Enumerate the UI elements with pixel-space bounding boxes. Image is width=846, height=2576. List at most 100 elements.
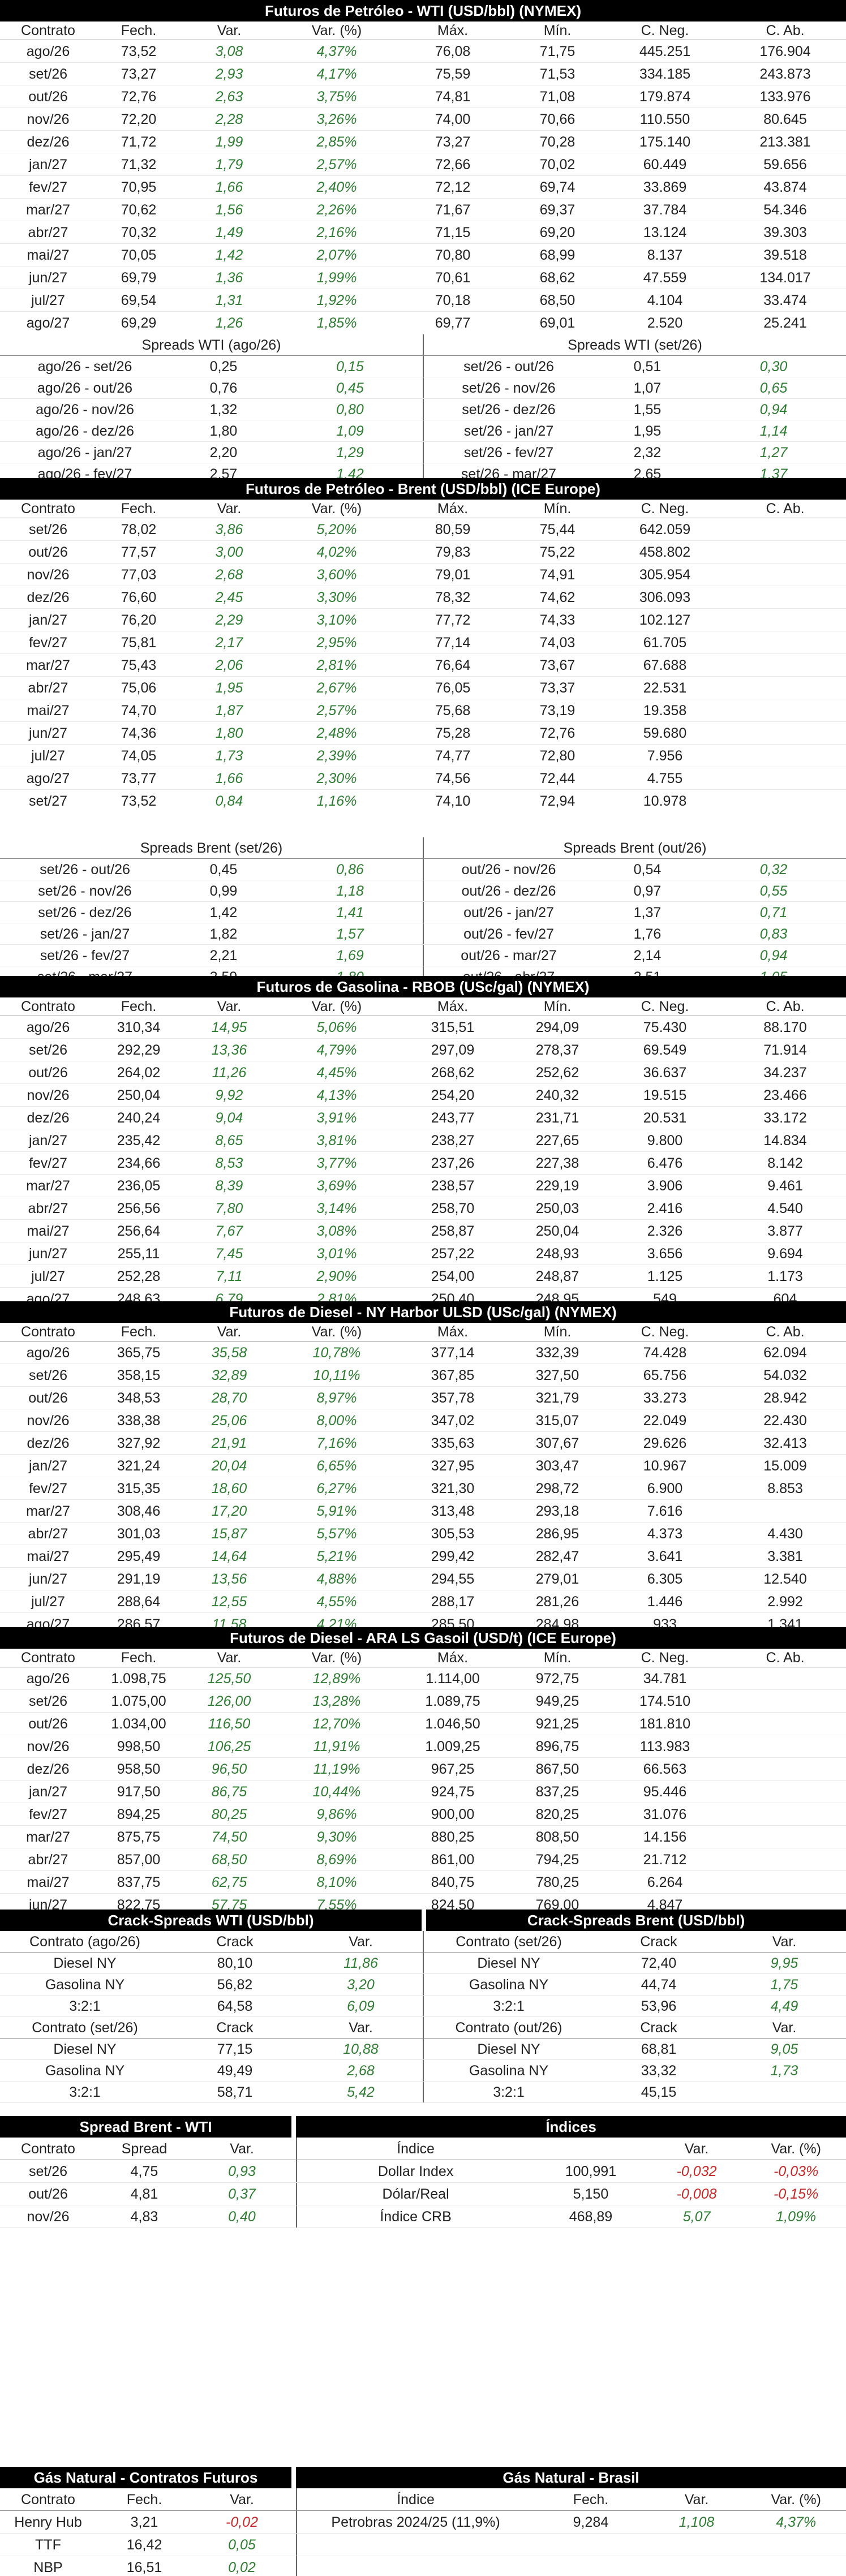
table-cell: nov/26 <box>27 1413 70 1429</box>
table-cell: 3,75% <box>316 89 357 105</box>
table-cell: 17,20 <box>211 1503 247 1519</box>
table-cell: 254,20 <box>431 1087 475 1103</box>
crack-cell: 68,81 <box>641 2041 677 2057</box>
crack-section: Crack-Spreads WTI (USD/bbl) Crack-Spread… <box>0 1910 846 2103</box>
table-cell: fev/27 <box>28 1481 68 1496</box>
table-row: jun/27 69,79 1,36 1,99% 70,61 68,62 47.559 134.… <box>0 266 846 289</box>
table-cell: 3,91% <box>316 1110 357 1126</box>
column-header: Var. (%) <box>771 2492 821 2508</box>
table-cell: 22.430 <box>763 1413 807 1429</box>
table-cell <box>724 541 846 563</box>
table-cell: 70,05 <box>121 247 157 263</box>
table-row: nov/26 4,83 0,40 Índice CRB 468,89 5,07 1,09% <box>0 2205 846 2228</box>
table-cell: 16,42 <box>126 2537 162 2553</box>
table-cell: 3,69% <box>316 1178 357 1194</box>
table-row: dez/26 71,72 1,99 2,85% 73,27 70,28 175.140 213… <box>0 131 846 153</box>
spread-cell: 1,32 <box>209 402 238 418</box>
table-cell: 967,25 <box>431 1761 475 1777</box>
table-cell: 34.237 <box>763 1065 807 1081</box>
crack-cell: 72,40 <box>641 1955 677 1971</box>
table-cell: 282,47 <box>535 1549 579 1564</box>
table-cell: 36.637 <box>643 1065 687 1081</box>
table-row: abr/27 256,56 7,80 3,14% 258,70 250,03 2.416 4.… <box>0 1197 846 1220</box>
table-cell: 255,11 <box>117 1246 160 1262</box>
spread-cell: 0,71 <box>759 905 788 921</box>
spread-cell: 1,27 <box>759 445 788 461</box>
table-cell: 7,80 <box>215 1201 243 1216</box>
table-cell: 234,66 <box>117 1155 161 1171</box>
table-cell: 293,18 <box>535 1503 579 1519</box>
table-cell: 70,61 <box>435 270 471 286</box>
table-cell: jun/27 <box>28 725 68 741</box>
table-cell: 1,42 <box>215 247 243 263</box>
table-cell: 4,75 <box>130 2164 158 2179</box>
table-cell: jan/27 <box>28 1133 68 1149</box>
spread-cell: 0,99 <box>209 883 238 899</box>
table-cell: mar/27 <box>26 1178 70 1194</box>
table-cell: 880,25 <box>431 1829 475 1845</box>
table-row: set/26 73,27 2,93 4,17% 75,59 71,53 334.185 243… <box>0 63 846 85</box>
table-cell: jan/27 <box>28 157 68 173</box>
table-cell: 72,76 <box>539 725 576 741</box>
table-cell: 2,95% <box>316 635 357 651</box>
table-cell: 6,27% <box>316 1481 357 1496</box>
ulsd-column-header: Contrato Fech. Var. Var. (%) Máx. Mín. C. Neg.… <box>0 1323 846 1341</box>
table-cell: 19.358 <box>643 703 687 719</box>
table-row: nov/26 338,38 25,06 8,00% 347,02 315,07 22.049… <box>0 1409 846 1432</box>
spread-cell: ago/26 - nov/26 <box>36 402 134 418</box>
table-cell: Dollar Index <box>377 2164 454 2179</box>
table-cell: 1,66 <box>215 179 243 195</box>
table-cell: 9,30% <box>316 1829 357 1845</box>
column-header: C. Ab. <box>766 1324 805 1340</box>
table-cell: 308,46 <box>117 1503 161 1519</box>
table-cell: ago/26 <box>26 1020 70 1035</box>
table-cell: 958,50 <box>117 1761 161 1777</box>
table-cell: 12,55 <box>211 1594 247 1610</box>
table-row: jun/27 74,36 1,80 2,48% 75,28 72,76 59.680 <box>0 722 846 745</box>
table-cell: 5,91% <box>316 1503 357 1519</box>
table-cell: set/26 <box>28 1693 68 1709</box>
column-header: Var. <box>217 1324 242 1340</box>
table-cell: 257,22 <box>431 1246 475 1262</box>
table-cell: 77,14 <box>435 635 471 651</box>
table-cell: 39.518 <box>763 247 807 263</box>
table-cell: 291,19 <box>117 1571 161 1587</box>
column-header: C. Neg. <box>641 501 689 517</box>
table-cell: 70,18 <box>435 293 471 308</box>
spread-cell: set/26 - jan/27 <box>463 423 554 439</box>
table-cell: 2,85% <box>316 134 357 150</box>
table-cell: 8,10% <box>316 1874 357 1890</box>
ulsd-table: ago/26 365,75 35,58 10,78% 377,14 332,39 74.42… <box>0 1341 846 1636</box>
spread-cell: 2,14 <box>633 948 662 964</box>
table-cell: 76,60 <box>121 590 157 605</box>
table-cell: 25.241 <box>763 315 807 331</box>
table-cell: 1.075,00 <box>111 1693 166 1709</box>
table-cell: 4,02% <box>316 544 357 560</box>
table-cell: out/26 <box>28 1390 68 1406</box>
table-cell: 74,77 <box>435 748 471 764</box>
spread-row: set/26 - dez/26 1,42 1,41 out/26 - jan/27 1,… <box>0 902 846 923</box>
table-cell: ago/26 <box>26 44 70 59</box>
table-row: fev/27 894,25 80,25 9,86% 900,00 820,25 31.076 <box>0 1803 846 1826</box>
table-cell: mai/27 <box>27 703 70 719</box>
brent-spreads: Spreads Brent (set/26) Spreads Brent (out… <box>0 837 846 988</box>
table-cell: 8.142 <box>767 1155 803 1171</box>
table-cell: 8,69% <box>316 1852 357 1868</box>
table-cell: 28,70 <box>211 1390 247 1406</box>
crack-cell <box>724 2082 845 2102</box>
table-cell: 54.346 <box>763 202 807 218</box>
table-row: abr/27 857,00 68,50 8,69% 861,00 794,25 21.712 <box>0 1848 846 1871</box>
table-row: mar/27 70,62 1,56 2,26% 71,67 69,37 37.784 54.3… <box>0 199 846 221</box>
table-cell: 14,64 <box>211 1549 247 1564</box>
column-header: Mín. <box>543 23 572 38</box>
table-cell: 75,43 <box>121 657 157 673</box>
table-cell: 1.446 <box>647 1594 683 1610</box>
table-cell: 77,72 <box>435 612 471 628</box>
spread-cell: 1,55 <box>633 402 662 418</box>
table-cell: 133.976 <box>759 89 811 105</box>
column-header: Var. <box>230 2492 254 2508</box>
table-row: out/26 264,02 11,26 4,45% 268,62 252,62 36.637… <box>0 1061 846 1084</box>
table-cell: 1,79 <box>215 157 243 173</box>
table-cell: 1,36 <box>215 270 243 286</box>
spread-cell: 0,30 <box>759 359 788 375</box>
